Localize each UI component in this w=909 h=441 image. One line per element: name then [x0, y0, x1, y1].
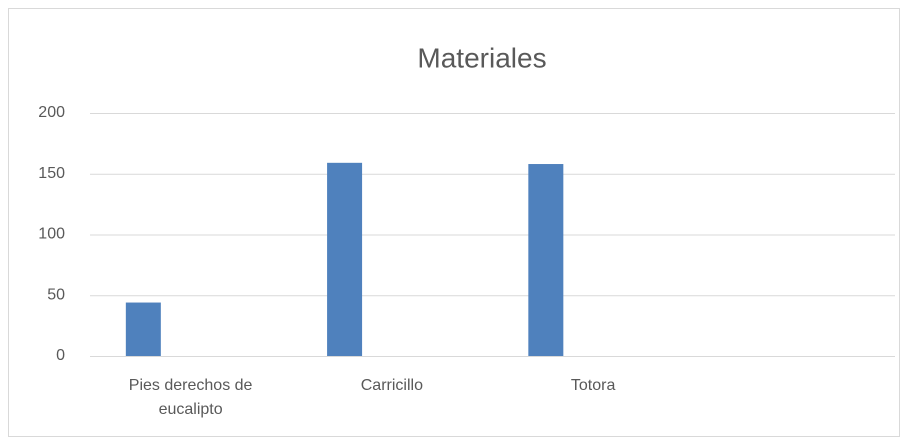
- chart-frame: [8, 8, 900, 437]
- y-tick-label: 50: [47, 286, 65, 303]
- y-tick-label: 100: [38, 226, 65, 243]
- x-tick-label: Totora: [571, 377, 616, 394]
- y-tick-label: 200: [38, 104, 65, 121]
- y-tick-label: 0: [56, 347, 65, 364]
- bar: [327, 162, 363, 356]
- bar: [528, 164, 564, 356]
- chart-title: Materiales: [417, 42, 546, 73]
- x-tick-label: Carricillo: [361, 377, 423, 394]
- x-tick-label: Pies derechos de eucalipto: [129, 377, 253, 418]
- y-tick-label: 150: [38, 165, 65, 182]
- bar: [125, 302, 161, 356]
